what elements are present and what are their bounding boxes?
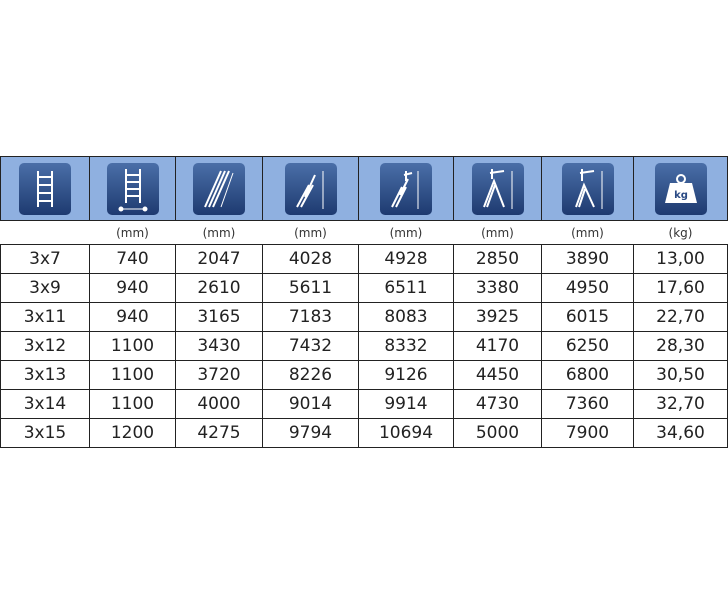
table-row: 3x13 1100 3720 8226 9126 4450 6800 30,50: [0, 360, 728, 390]
value-cell: 3925: [453, 302, 542, 332]
weight-icon: kg: [654, 162, 707, 215]
model-cell: 3x14: [0, 389, 90, 419]
unit-cell: (mm): [89, 220, 176, 245]
value-cell: 7432: [262, 331, 359, 361]
table-row: 3x9 940 2610 5611 6511 3380 4950 17,60: [0, 273, 728, 303]
unit-cell: (mm): [541, 220, 634, 245]
value-cell: 1100: [89, 331, 176, 361]
value-cell: 32,70: [633, 389, 728, 419]
value-cell: 4170: [453, 331, 542, 361]
value-cell: 7360: [541, 389, 634, 419]
unit-cell: (mm): [358, 220, 454, 245]
value-cell: 6250: [541, 331, 634, 361]
value-cell: 4950: [541, 273, 634, 303]
value-cell: 740: [89, 244, 176, 274]
icon-header-row: kg: [0, 156, 728, 221]
value-cell: 940: [89, 302, 176, 332]
value-cell: 7900: [541, 418, 634, 448]
a-frame-height-icon: [471, 162, 524, 215]
value-cell: 4028: [262, 244, 359, 274]
unit-cell: [0, 220, 90, 245]
value-cell: 13,00: [633, 244, 728, 274]
value-cell: 1200: [89, 418, 176, 448]
unit-cell: (kg): [633, 220, 728, 245]
unit-cell: (mm): [262, 220, 359, 245]
table-row: 3x14 1100 4000 9014 9914 4730 7360 32,70: [0, 389, 728, 419]
value-cell: 3720: [175, 360, 263, 390]
value-cell: 22,70: [633, 302, 728, 332]
table-row: 3x12 1100 3430 7432 8332 4170 6250 28,30: [0, 331, 728, 361]
value-cell: 2850: [453, 244, 542, 274]
unit-cell: (mm): [453, 220, 542, 245]
ladder-width-icon: [106, 162, 159, 215]
value-cell: 3430: [175, 331, 263, 361]
table-row: 3x11 940 3165 7183 8083 3925 6015 22,70: [0, 302, 728, 332]
value-cell: 940: [89, 273, 176, 303]
folded-ladder-length-icon: [193, 162, 245, 215]
value-cell: 10694: [358, 418, 454, 448]
value-cell: 8332: [358, 331, 454, 361]
value-cell: 34,60: [633, 418, 728, 448]
a-frame-extended-height-icon: [561, 162, 614, 215]
working-height-extended-icon: [380, 162, 432, 215]
value-cell: 6511: [358, 273, 454, 303]
single-ladder-icon: [19, 162, 71, 215]
value-cell: 9794: [262, 418, 359, 448]
value-cell: 30,50: [633, 360, 728, 390]
value-cell: 2047: [175, 244, 263, 274]
value-cell: 3165: [175, 302, 263, 332]
table-row: 3x7 740 2047 4028 4928 2850 3890 13,00: [0, 244, 728, 274]
value-cell: 5611: [262, 273, 359, 303]
value-cell: 28,30: [633, 331, 728, 361]
value-cell: 4000: [175, 389, 263, 419]
value-cell: 4730: [453, 389, 542, 419]
value-cell: 1100: [89, 389, 176, 419]
ladder-spec-table: kg (mm) (mm) (mm) (mm) (mm) (mm) (kg) 3x…: [0, 156, 728, 448]
value-cell: 4275: [175, 418, 263, 448]
value-cell: 9914: [358, 389, 454, 419]
value-cell: 3890: [541, 244, 634, 274]
model-cell: 3x15: [0, 418, 90, 448]
units-row: (mm) (mm) (mm) (mm) (mm) (mm) (kg): [0, 220, 728, 245]
value-cell: 6015: [541, 302, 634, 332]
value-cell: 9014: [262, 389, 359, 419]
value-cell: 6800: [541, 360, 634, 390]
value-cell: 2610: [175, 273, 263, 303]
model-cell: 3x9: [0, 273, 90, 303]
value-cell: 8083: [358, 302, 454, 332]
model-cell: 3x11: [0, 302, 90, 332]
value-cell: 5000: [453, 418, 542, 448]
value-cell: 4928: [358, 244, 454, 274]
value-cell: 4450: [453, 360, 542, 390]
model-cell: 3x12: [0, 331, 90, 361]
extended-ladder-height-icon: [284, 162, 337, 215]
value-cell: 17,60: [633, 273, 728, 303]
value-cell: 1100: [89, 360, 176, 390]
weight-icon-label: kg: [674, 190, 688, 201]
model-cell: 3x7: [0, 244, 90, 274]
value-cell: 8226: [262, 360, 359, 390]
value-cell: 3380: [453, 273, 542, 303]
value-cell: 7183: [262, 302, 359, 332]
unit-cell: (mm): [175, 220, 263, 245]
model-cell: 3x13: [0, 360, 90, 390]
table-row: 3x15 1200 4275 9794 10694 5000 7900 34,60: [0, 418, 728, 448]
value-cell: 9126: [358, 360, 454, 390]
